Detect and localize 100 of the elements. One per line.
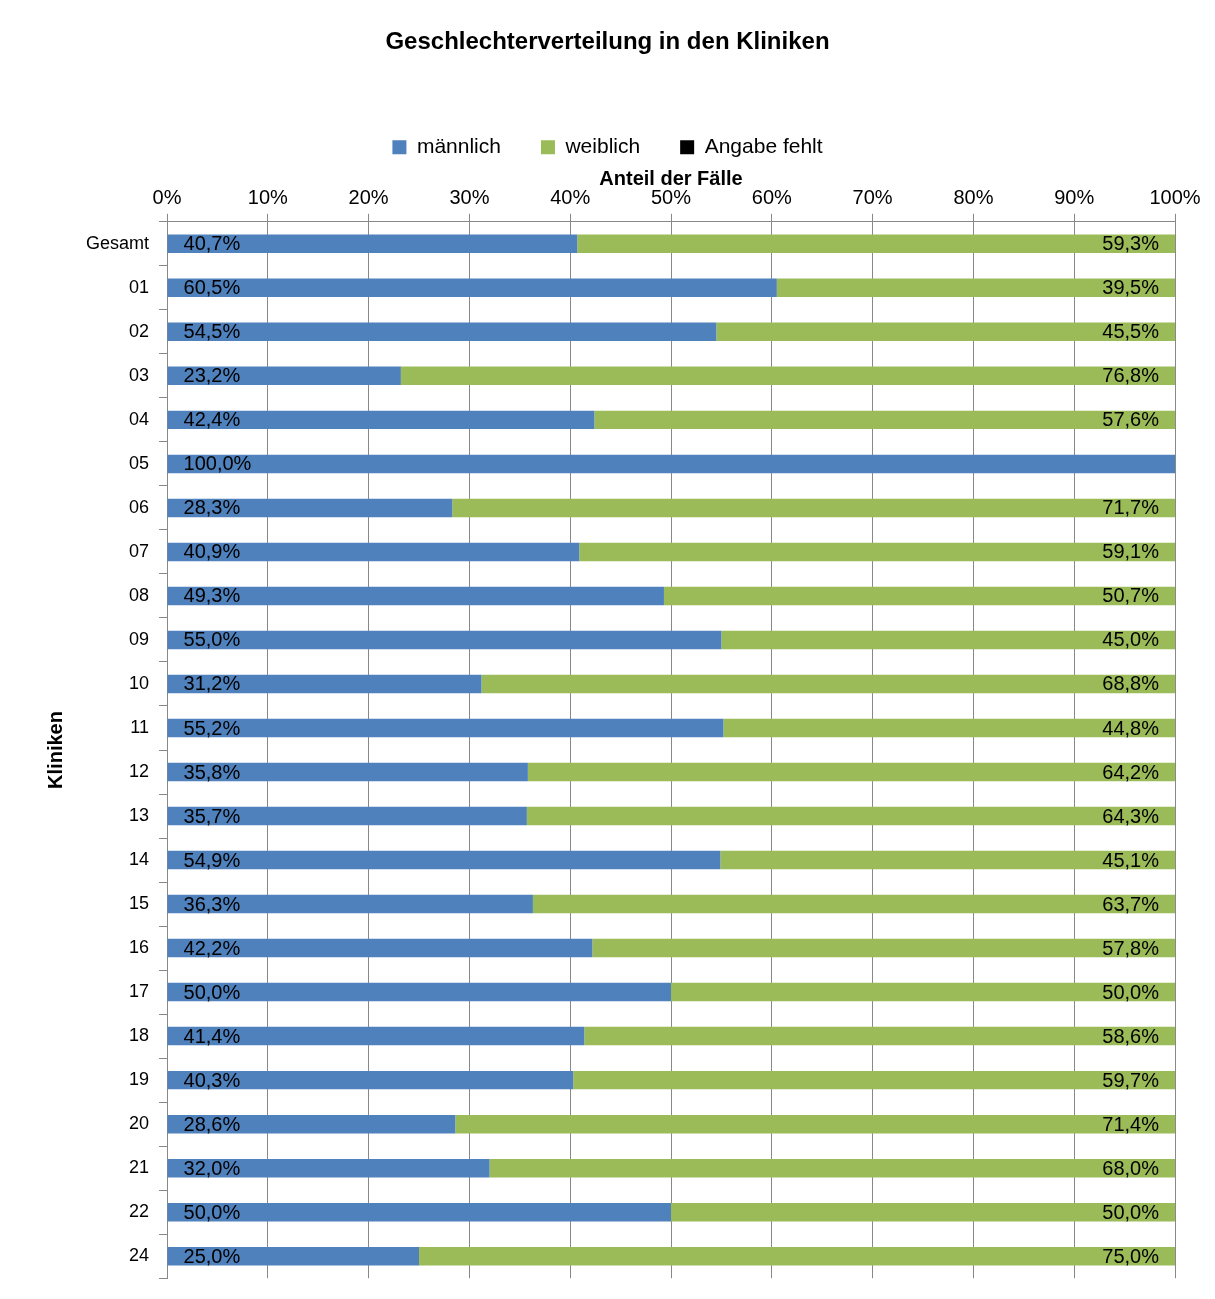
- bar: [167, 850, 721, 870]
- data-label: 63,7%: [1102, 892, 1160, 915]
- data-label: 59,1%: [1102, 540, 1160, 563]
- data-label: 25,0%: [183, 1244, 241, 1267]
- data-label: 45,5%: [1102, 320, 1160, 343]
- bar: [452, 498, 1175, 518]
- data-label: 44,8%: [1102, 716, 1160, 739]
- data-label: 100,0%: [183, 452, 252, 475]
- y-tick-label: 06: [128, 496, 150, 517]
- bar: [527, 762, 1175, 782]
- y-tick-label: 19: [128, 1069, 150, 1090]
- bar: [776, 278, 1175, 298]
- data-label: 42,2%: [183, 936, 241, 959]
- y-tick-label: 24: [128, 1245, 150, 1266]
- data-label: 71,7%: [1102, 496, 1160, 519]
- y-tick-label: 09: [128, 628, 150, 649]
- data-label: 59,7%: [1102, 1068, 1160, 1091]
- data-label: 23,2%: [183, 364, 241, 387]
- bar: [167, 542, 580, 562]
- bar: [720, 850, 1175, 870]
- y-tick-label: 16: [128, 937, 150, 958]
- bar: [167, 410, 595, 430]
- data-label: 60,5%: [183, 276, 241, 299]
- data-label: 57,8%: [1102, 936, 1160, 959]
- bar: [584, 1026, 1175, 1046]
- legend-label: Angabe fehlt: [704, 134, 823, 158]
- data-label: 50,0%: [183, 1200, 241, 1223]
- bar: [579, 542, 1175, 562]
- data-label: 40,9%: [183, 540, 241, 563]
- bar: [526, 806, 1175, 826]
- data-label: 31,2%: [183, 672, 241, 695]
- y-tick-label: 17: [128, 981, 150, 1002]
- x-tick-label: 100%: [1149, 186, 1201, 209]
- y-tick-label: 13: [128, 804, 150, 825]
- bar: [167, 762, 528, 782]
- bar: [167, 674, 482, 694]
- data-label: 55,0%: [183, 628, 241, 651]
- y-tick-label: Gesamt: [85, 232, 150, 253]
- y-tick-label: 01: [128, 276, 150, 297]
- bar: [723, 718, 1175, 738]
- data-label: 28,3%: [183, 496, 241, 519]
- data-label: 36,3%: [183, 892, 241, 915]
- data-label: 40,7%: [183, 232, 241, 255]
- y-tick-label: 02: [128, 320, 150, 341]
- bar: [167, 938, 593, 958]
- chart-title: Geschlechterverteilung in den Kliniken: [385, 27, 830, 55]
- bar: [167, 894, 533, 914]
- x-tick-label: 80%: [953, 186, 994, 209]
- legend-label: männlich: [416, 134, 501, 158]
- data-label: 54,5%: [183, 320, 241, 343]
- data-label: 68,8%: [1102, 672, 1160, 695]
- y-tick-label: 05: [128, 452, 150, 473]
- y-tick-label: 04: [128, 408, 150, 429]
- bar: [716, 322, 1175, 342]
- bar: [671, 982, 1175, 1002]
- data-label: 64,2%: [1102, 760, 1160, 783]
- y-tick-label: 08: [128, 584, 150, 605]
- y-tick-label: 22: [128, 1201, 150, 1222]
- data-label: 58,6%: [1102, 1024, 1160, 1047]
- data-label: 40,3%: [183, 1068, 241, 1091]
- bar: [594, 410, 1175, 430]
- data-label: 45,1%: [1102, 848, 1160, 871]
- data-label: 50,0%: [1102, 1200, 1160, 1223]
- bar: [167, 234, 578, 254]
- x-tick-label: 20%: [348, 186, 389, 209]
- data-label: 64,3%: [1102, 804, 1160, 827]
- data-label: 54,9%: [183, 848, 241, 871]
- data-label: 68,0%: [1102, 1156, 1160, 1179]
- bar: [167, 454, 1175, 474]
- y-tick-label: 10: [128, 672, 150, 693]
- data-label: 35,7%: [183, 804, 241, 827]
- data-label: 75,0%: [1102, 1244, 1160, 1267]
- bar: [400, 366, 1175, 386]
- bar: [167, 322, 717, 342]
- y-axis-title: Kliniken: [43, 711, 66, 789]
- bar: [419, 1246, 1175, 1266]
- data-label: 45,0%: [1102, 628, 1160, 651]
- x-tick-label: 60%: [751, 186, 793, 209]
- data-label: 35,8%: [183, 760, 241, 783]
- legend-label: weiblich: [564, 134, 641, 158]
- y-tick-label: 14: [128, 849, 150, 870]
- bar: [167, 982, 672, 1002]
- y-tick-label: 20: [128, 1113, 150, 1134]
- data-label: 41,4%: [183, 1024, 241, 1047]
- bar: [167, 630, 722, 650]
- x-tick-label: 0%: [152, 186, 182, 209]
- x-tick-label: 10%: [247, 186, 289, 209]
- bar: [489, 1158, 1175, 1178]
- data-label: 71,4%: [1102, 1112, 1160, 1135]
- data-label: 76,8%: [1102, 364, 1160, 387]
- data-label: 32,0%: [183, 1156, 241, 1179]
- data-label: 59,3%: [1102, 232, 1160, 255]
- data-label: 55,2%: [183, 716, 241, 739]
- bar: [167, 1070, 574, 1090]
- y-tick-label: 15: [128, 893, 150, 914]
- bar: [532, 894, 1175, 914]
- data-label: 49,3%: [183, 584, 241, 607]
- bar: [167, 1158, 490, 1178]
- bar: [167, 586, 664, 606]
- data-label: 50,0%: [183, 980, 241, 1003]
